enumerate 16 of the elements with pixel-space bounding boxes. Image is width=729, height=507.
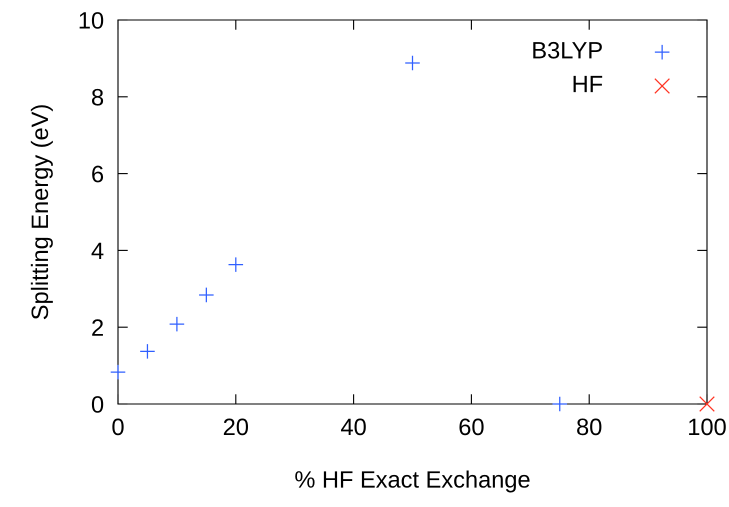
x-tick-label: 80 — [577, 418, 602, 436]
y-axis-title: Splitting Energy (eV) — [30, 105, 53, 320]
x-tick-label: 0 — [112, 418, 124, 436]
y-tick-label: 0 — [92, 396, 104, 413]
y-tick-label: 8 — [92, 88, 104, 106]
x-tick-label: 20 — [224, 418, 248, 436]
x-tick-label: 40 — [341, 418, 366, 436]
y-tick-label: 4 — [92, 242, 104, 259]
x-axis-title: % HF Exact Exchange — [295, 470, 530, 492]
x-tick-label: 60 — [459, 418, 484, 436]
y-tick-label: 6 — [92, 166, 104, 182]
y-tick-label: 10 — [80, 12, 104, 29]
y-tick-label: 2 — [92, 319, 103, 336]
legend-label: B3LYP — [533, 42, 602, 59]
x-tick-label: 100 — [689, 418, 726, 436]
legend-label: HF — [574, 76, 602, 92]
